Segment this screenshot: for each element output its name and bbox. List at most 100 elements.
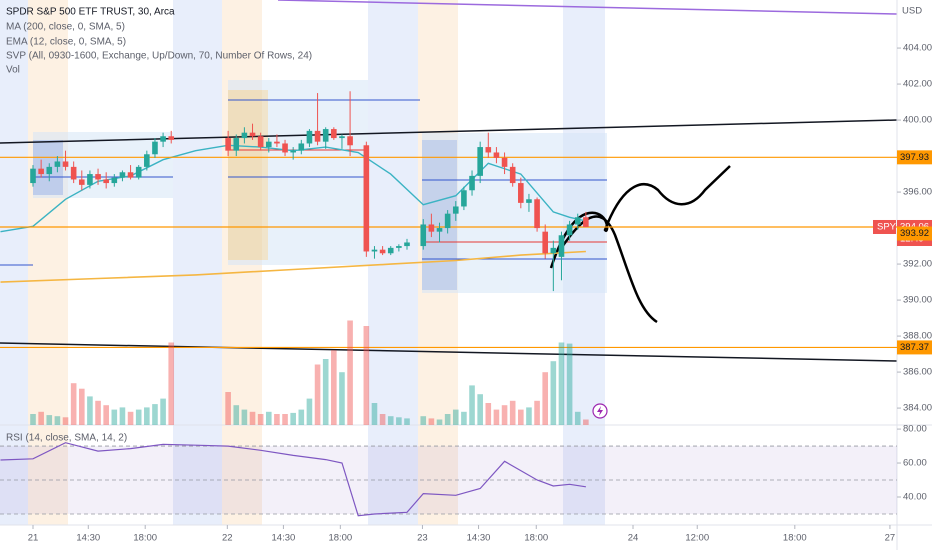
candle-body [396,246,402,248]
candle-body [347,136,353,146]
candle-body [477,147,483,176]
volume-bar [404,418,410,425]
marks [0,91,897,517]
indicator-legend: SVP (All, 0930-1600, Exchange, Up/Down, … [6,51,312,62]
volume-bar [111,409,118,425]
volume-bar [477,394,483,425]
volume-bar [387,416,394,425]
candle-body [160,136,166,142]
candle-body [534,199,540,229]
candle-body [469,175,475,191]
candle-body [144,154,150,167]
candle-body [558,235,565,257]
volume-bar [225,392,231,425]
candle-body [233,138,240,151]
candle-body [111,177,118,184]
ma-line [0,250,586,283]
volume-bar [70,383,77,425]
volume-bar [542,372,549,425]
y-tick-label: 386.00 [903,367,932,378]
trend-line [0,342,898,362]
volume-bar [436,419,443,425]
volume-bar [428,418,435,425]
volume-bar [339,372,345,425]
volume-bar [420,416,427,425]
volume-bar [46,415,53,425]
candle-body [444,213,451,229]
price-label: 393.92 [900,228,929,239]
candle-body [103,179,109,184]
chart-title: SPDR S&P 500 ETF TRUST, 30, Arca [6,7,175,18]
volume-bar [396,417,402,425]
x-tick-label: 21 [28,533,39,544]
volume-bar [501,405,508,425]
candle-body [574,217,581,225]
x-tick-label: 23 [417,533,428,544]
x-tick-label: 14:30 [467,533,491,544]
trend-line [277,0,898,15]
x-tick-label: 14:30 [272,533,296,544]
volume-bar [322,359,329,425]
volume-bar [534,400,540,425]
candle-body [485,147,492,153]
candle-body [62,161,69,167]
volume-bar [127,411,134,425]
candle-body [290,150,296,153]
volume-bar [87,396,93,425]
y-tick-label: 390.00 [903,295,932,306]
premarket-session [28,0,68,525]
x-tick-label: 27 [885,533,896,544]
candle-body [542,231,549,254]
candle-body [583,217,589,227]
volume-bar [363,326,370,425]
volume-bar [583,419,589,425]
candle-body [550,247,557,254]
volume-bar [95,400,101,425]
candle-body [274,141,280,144]
rsi-legend: RSI (14, close, SMA, 14, 2) [6,433,127,444]
volume-bar [241,409,248,425]
x-tick-label: 18:00 [783,533,807,544]
candle-body [493,152,500,158]
y-tick-label: 396.00 [903,187,932,198]
indicator-legend: EMA (12, close, 0, SMA, 5) [6,37,126,48]
y-tick-label: 388.00 [903,331,932,342]
candle-body [30,168,36,184]
volume-bar [274,414,280,425]
candle-body [322,129,329,142]
volume-bar [493,409,500,425]
candle-body [257,136,264,148]
candle-body [298,143,305,151]
candle-body [363,145,370,252]
volume-bar [265,411,272,425]
candle-body [428,224,435,232]
candle-body [152,141,158,155]
volume-profile [33,80,607,293]
volume-bar [379,414,386,425]
symbol-tag: SPY [877,222,897,233]
volume-bar [371,403,378,425]
price-label-bg [897,340,932,355]
volume-bar [135,409,142,425]
volume-bar [144,407,150,425]
candle-body [249,132,256,137]
rsi-tick-label: 40.00 [903,492,927,503]
volume-bar [509,400,516,425]
candle-body [265,141,272,148]
candle-body [518,183,524,203]
x-tick-label: 14:30 [76,533,100,544]
candle-body [379,249,386,254]
volume-bar [485,403,492,425]
volume-bar [54,416,61,425]
volume-bar [298,409,305,425]
profile-bars [422,140,457,290]
x-tick-label: 24 [628,533,639,544]
candle-body [339,136,345,139]
volume-bar [526,407,532,425]
candle-body [420,224,427,247]
y-tick-label: 404.00 [903,43,932,54]
volume-bar [306,398,313,425]
candle-body [452,206,459,214]
